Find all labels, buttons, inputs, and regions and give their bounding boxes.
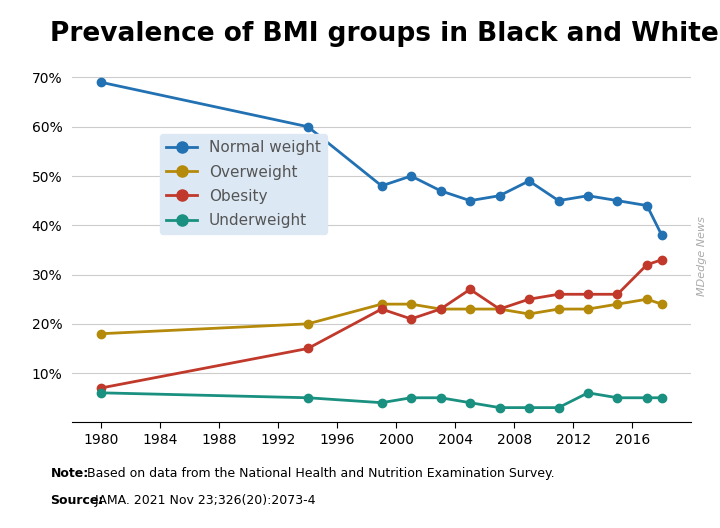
Obesity bbox=[495, 306, 504, 312]
Normal weight bbox=[525, 178, 534, 184]
Underweight bbox=[407, 394, 415, 401]
Obesity bbox=[97, 385, 106, 391]
Normal weight bbox=[584, 193, 593, 199]
Underweight bbox=[613, 394, 622, 401]
Line: Obesity: Obesity bbox=[97, 256, 666, 392]
Line: Underweight: Underweight bbox=[97, 389, 666, 412]
Line: Overweight: Overweight bbox=[97, 295, 666, 338]
Overweight bbox=[495, 306, 504, 312]
Underweight bbox=[436, 394, 445, 401]
Obesity bbox=[657, 257, 666, 263]
Overweight bbox=[304, 320, 312, 327]
Overweight bbox=[554, 306, 563, 312]
Overweight bbox=[466, 306, 474, 312]
Overweight bbox=[436, 306, 445, 312]
Obesity bbox=[554, 291, 563, 297]
Line: Normal weight: Normal weight bbox=[97, 78, 666, 239]
Normal weight bbox=[613, 197, 622, 204]
Obesity bbox=[407, 316, 415, 322]
Underweight bbox=[377, 400, 386, 406]
Overweight bbox=[657, 301, 666, 307]
Text: Based on data from the National Health and Nutrition Examination Survey.: Based on data from the National Health a… bbox=[83, 467, 554, 480]
Normal weight bbox=[377, 183, 386, 189]
Underweight bbox=[554, 404, 563, 411]
Overweight bbox=[643, 296, 652, 303]
Obesity bbox=[525, 296, 534, 303]
Obesity bbox=[377, 306, 386, 312]
Underweight bbox=[304, 394, 312, 401]
Text: MDedge News: MDedge News bbox=[698, 216, 707, 296]
Normal weight bbox=[657, 232, 666, 238]
Underweight bbox=[97, 390, 106, 396]
Normal weight bbox=[643, 202, 652, 209]
Obesity bbox=[643, 261, 652, 268]
Underweight bbox=[657, 394, 666, 401]
Overweight bbox=[584, 306, 593, 312]
Obesity bbox=[584, 291, 593, 297]
Underweight bbox=[466, 400, 474, 406]
Obesity bbox=[613, 291, 622, 297]
Normal weight bbox=[436, 187, 445, 194]
Normal weight bbox=[495, 193, 504, 199]
Normal weight bbox=[466, 197, 474, 204]
Underweight bbox=[495, 404, 504, 411]
Text: Source:: Source: bbox=[50, 494, 104, 507]
Legend: Normal weight, Overweight, Obesity, Underweight: Normal weight, Overweight, Obesity, Unde… bbox=[160, 134, 327, 234]
Underweight bbox=[643, 394, 652, 401]
Overweight bbox=[97, 331, 106, 337]
Overweight bbox=[613, 301, 622, 307]
Overweight bbox=[407, 301, 415, 307]
Normal weight bbox=[554, 197, 563, 204]
Normal weight bbox=[97, 79, 106, 86]
Underweight bbox=[584, 390, 593, 396]
Overweight bbox=[377, 301, 386, 307]
Obesity bbox=[466, 286, 474, 293]
Normal weight bbox=[407, 173, 415, 179]
Text: Prevalence of BMI groups in Black and White adults aged 18-25: Prevalence of BMI groups in Black and Wh… bbox=[50, 21, 720, 47]
Underweight bbox=[525, 404, 534, 411]
Normal weight bbox=[304, 124, 312, 130]
Text: JAMA. 2021 Nov 23;326(20):2073-4: JAMA. 2021 Nov 23;326(20):2073-4 bbox=[91, 494, 316, 507]
Obesity bbox=[304, 345, 312, 352]
Obesity bbox=[436, 306, 445, 312]
Overweight bbox=[525, 311, 534, 317]
Text: Note:: Note: bbox=[50, 467, 89, 480]
